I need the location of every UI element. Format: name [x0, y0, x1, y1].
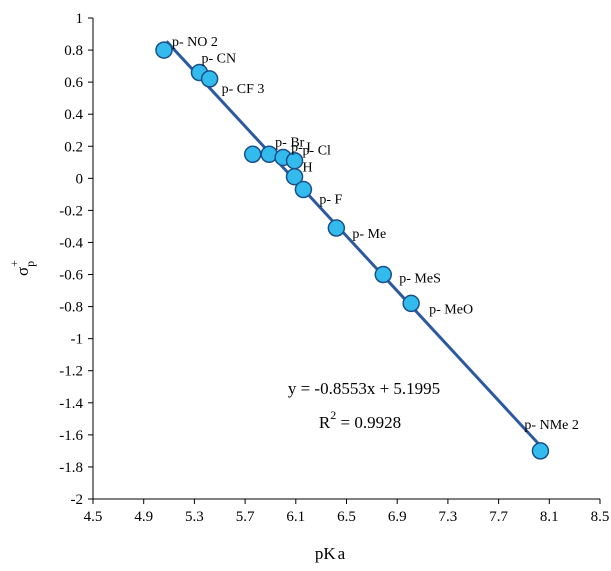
x-tick-label: 5.7	[236, 509, 255, 525]
data-points	[155, 41, 550, 460]
data-point	[327, 219, 346, 237]
x-tick-label: 6.1	[286, 509, 305, 525]
x-tick-label: 7.3	[439, 509, 458, 525]
y-tick-label: -0.4	[59, 235, 83, 251]
point-label: p- MeO	[429, 302, 473, 317]
point-label: p- Br	[275, 135, 305, 150]
x-tick-label: 8.5	[591, 509, 610, 525]
x-tick-label: 4.5	[84, 509, 103, 525]
y-tick-label: 0.4	[64, 107, 83, 123]
y-tick-label: 0.2	[64, 139, 83, 155]
data-point	[155, 41, 173, 59]
y-tick-label: 0.6	[64, 75, 83, 91]
point-label: p- CN	[201, 52, 236, 67]
data-point	[531, 442, 550, 460]
y-tick-label: 0.8	[64, 43, 83, 59]
y-axis-title: σp+	[7, 260, 37, 276]
y-tick-label: -1.8	[59, 460, 83, 476]
point-label: p- Cl	[303, 144, 332, 159]
point-label: p- CF 3	[222, 82, 265, 97]
x-ticks: 4.5 4.9 5.3 5.7 6.1 6.5 6.9 7.3 7.7 8.1 8.5	[84, 499, 610, 525]
point-label: p- Me	[352, 227, 386, 242]
x-tick-label: 4.9	[134, 509, 153, 525]
point-label: p- NO 2	[172, 35, 218, 50]
point-label: p- I	[291, 140, 311, 155]
x-tick-label: 6.9	[388, 509, 407, 525]
regression-equation: y = -0.8553x + 5.1995	[288, 379, 440, 398]
y-tick-label: -0.6	[59, 268, 83, 284]
y-tick-label: -1	[71, 332, 84, 348]
data-point	[200, 70, 219, 88]
x-tick-label: 6.5	[337, 509, 356, 525]
data-point	[402, 294, 420, 313]
y-tick-label: 1	[76, 11, 84, 27]
point-label: p- NMe 2	[524, 418, 578, 433]
y-tick-label: -2	[71, 492, 84, 508]
x-axis-title: pK a	[315, 544, 346, 563]
y-tick-label: -1.4	[59, 396, 83, 412]
r-squared: R2 = 0.9928	[319, 408, 401, 432]
trendline	[165, 40, 542, 447]
y-tick-label: -1.2	[59, 364, 83, 380]
y-tick-label: 0	[76, 171, 84, 187]
y-ticks: 1 0.8 0.6 0.4 0.2 0 -0.2 -0.4 -0.6 -0.8 -1 -1.2 -1.4…	[59, 11, 93, 508]
svg-text:σp+: σp+	[7, 260, 37, 276]
point-label: p- F	[319, 193, 342, 208]
x-tick-label: 7.7	[489, 509, 508, 525]
point-label: H	[303, 161, 313, 176]
data-point	[374, 265, 393, 284]
point-labels: p- NO 2 p- CN p- CF 3 p- Brp- Ip- Cl Hp- F p-…	[172, 35, 579, 433]
data-point	[285, 167, 304, 186]
data-point	[294, 180, 313, 199]
y-tick-label: -1.6	[59, 428, 83, 444]
data-point	[243, 145, 262, 164]
point-label: p- MeS	[399, 272, 441, 287]
x-tick-label: 8.1	[540, 509, 559, 525]
x-tick-label: 5.3	[185, 509, 204, 525]
y-tick-label: -0.2	[59, 203, 83, 219]
y-tick-label: -0.8	[59, 300, 83, 316]
